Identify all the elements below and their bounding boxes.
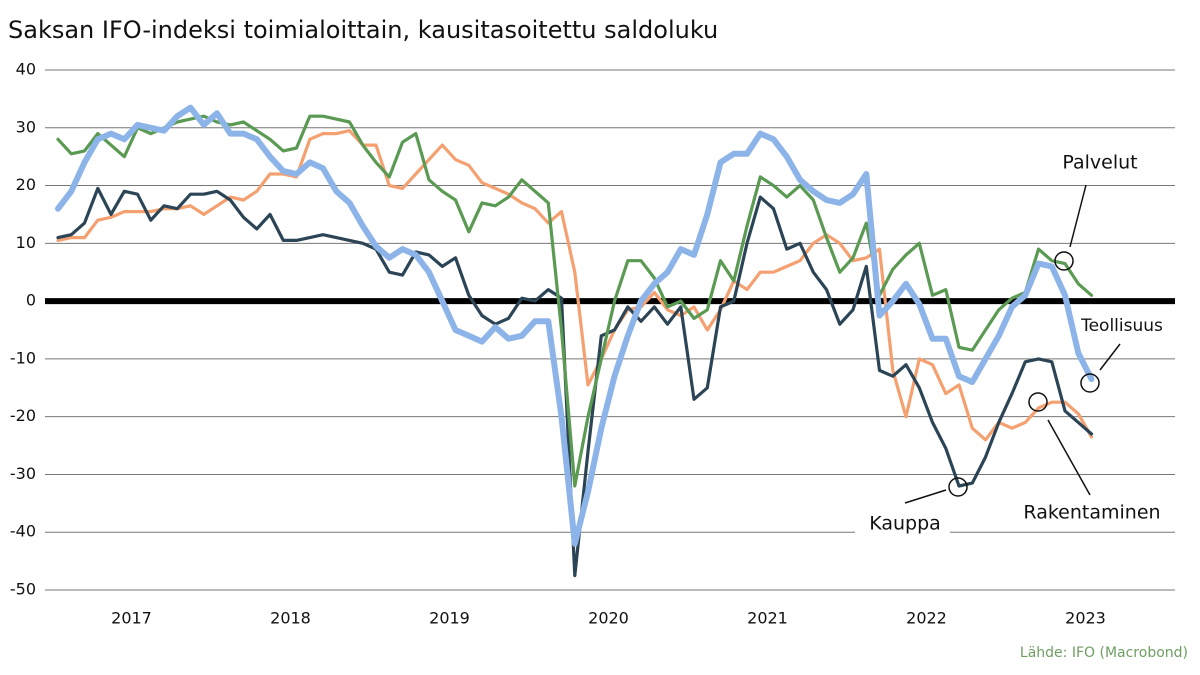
leader — [1047, 419, 1091, 496]
y-tick-label: 40 — [16, 60, 36, 79]
series-line — [55, 104, 1095, 547]
chart-title: Saksan IFO-indeksi toimialoittain, kausi… — [8, 16, 718, 44]
grid: -50 -40 -30 -20 -10 0 10 20 30 40 2017 2018 2019 2020… — [10, 60, 1175, 628]
marker-circle — [1028, 392, 1048, 412]
x-tick-label: 2021 — [747, 609, 788, 628]
y-tick-label: 30 — [16, 117, 36, 136]
marker-circle — [948, 477, 968, 497]
source: Lähde: IFO (Macrobond) — [1020, 645, 1188, 661]
series-label: Rakentaminen — [1023, 502, 1160, 524]
y-tick-label: 10 — [16, 233, 36, 252]
series-label: Palvelut — [1062, 152, 1137, 174]
series-line — [56, 129, 1094, 442]
series-label: Kauppa — [869, 513, 941, 535]
x-tick-label: 2017 — [111, 609, 152, 628]
y-tick-label: -50 — [10, 580, 36, 599]
y-tick-label: 20 — [16, 175, 36, 194]
series-line — [56, 114, 1094, 488]
y-tick-label: -20 — [10, 406, 36, 425]
x-tick-label: 2019 — [429, 609, 470, 628]
lines — [55, 104, 1095, 578]
x-tick-label: 2020 — [588, 609, 629, 628]
y-tick-label: -40 — [10, 522, 36, 541]
x-tick-label: 2023 — [1065, 609, 1106, 628]
series-line — [56, 186, 1094, 578]
leader — [1069, 184, 1087, 248]
y-tick-label: 0 — [26, 291, 36, 310]
y-tick-label: -30 — [10, 464, 36, 483]
series-label: Teollisuus — [1080, 316, 1163, 336]
x-tick-label: 2018 — [270, 609, 311, 628]
leader — [904, 489, 947, 504]
label-bg — [855, 510, 950, 540]
y-tick-label: -10 — [10, 348, 36, 367]
x-tick-label: 2022 — [906, 609, 947, 628]
marker-circle — [1080, 373, 1100, 393]
annotations — [904, 184, 1121, 504]
marker-circle — [1054, 251, 1074, 271]
leader — [1099, 343, 1121, 371]
